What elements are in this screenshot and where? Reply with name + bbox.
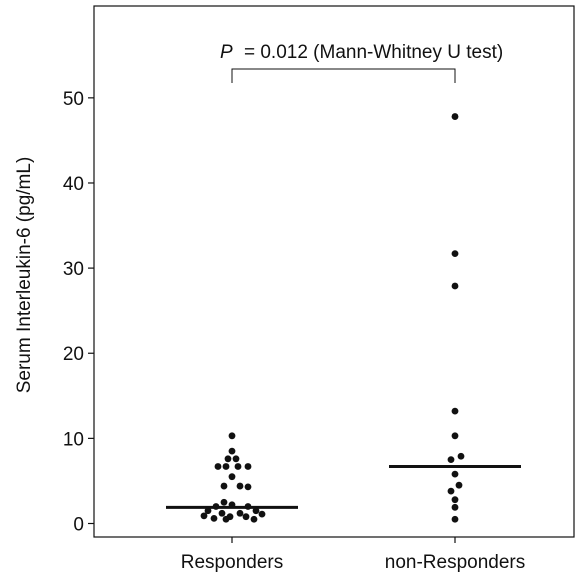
data-point (212, 503, 220, 510)
data-point (447, 487, 455, 495)
data-point (451, 282, 459, 290)
y-tick-label: 40 (63, 174, 84, 195)
data-point (451, 515, 459, 523)
data-point (220, 482, 228, 490)
significance-annotation: P = 0.012 (Mann-Whitney U test) (220, 42, 503, 83)
data-point (451, 250, 459, 258)
data-point (451, 496, 459, 504)
p-value-text: = 0.012 (Mann-Whitney U test) (244, 42, 503, 63)
y-axis-title: Serum Interleukin-6 (pg/mL) (14, 157, 35, 394)
data-point (451, 470, 459, 478)
y-tick-label: 10 (63, 429, 84, 450)
data-point (220, 498, 228, 506)
data-point (222, 463, 230, 470)
data-point (244, 483, 252, 491)
data-point (447, 456, 455, 464)
data-point (232, 455, 240, 463)
data-point (222, 515, 230, 523)
y-axis: 0 10 20 30 40 50 (63, 89, 94, 536)
data-point (451, 503, 459, 511)
data-point (244, 503, 252, 510)
data-point (236, 509, 244, 517)
data-point (228, 473, 236, 481)
data-point (218, 509, 226, 517)
x-axis: Responders non-Responders (181, 537, 525, 573)
y-tick-label: 30 (63, 259, 84, 280)
data-points (200, 113, 465, 523)
y-tick-label: 50 (63, 89, 84, 110)
data-point (244, 463, 252, 470)
data-point (234, 463, 242, 470)
data-point (252, 507, 260, 515)
significance-bracket (231, 68, 456, 83)
data-point (455, 481, 463, 489)
data-point (228, 432, 236, 440)
x-category-label: Responders (181, 552, 283, 573)
data-point (214, 463, 222, 470)
data-point (228, 501, 236, 509)
data-point (451, 113, 459, 120)
median-lines (166, 464, 521, 509)
data-point (236, 482, 244, 490)
data-point (200, 512, 208, 520)
x-category-label: non-Responders (385, 552, 525, 573)
data-point (204, 507, 212, 515)
y-tick-label: 0 (73, 515, 84, 536)
data-point (242, 513, 250, 521)
data-point (451, 432, 459, 440)
data-point (457, 452, 465, 460)
data-point (224, 455, 232, 463)
p-symbol: P (220, 42, 233, 63)
data-point (451, 407, 459, 415)
y-tick-label: 20 (63, 344, 84, 365)
data-point (228, 447, 236, 455)
plot-frame (93, 5, 575, 538)
data-point (210, 514, 218, 522)
data-point (250, 515, 258, 523)
data-point (258, 510, 266, 518)
p-value-label: P = 0.012 (Mann-Whitney U test) (220, 42, 503, 63)
